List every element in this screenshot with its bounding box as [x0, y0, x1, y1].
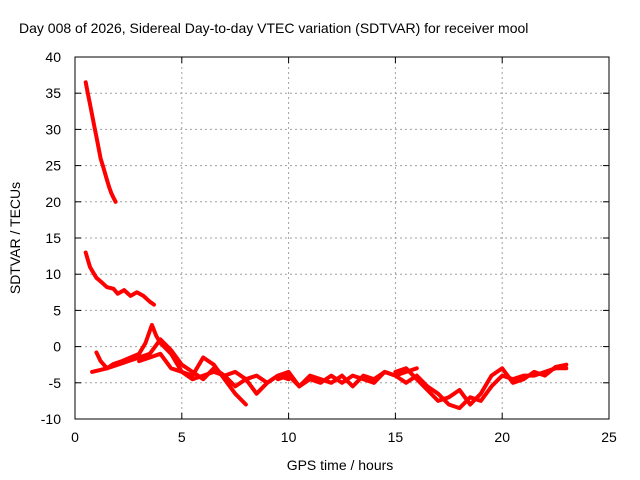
y-tick-label: 35: [45, 85, 61, 101]
y-tick-label: -5: [49, 375, 62, 391]
y-tick-label: 15: [45, 230, 61, 246]
series-arc-1: [83, 80, 118, 204]
x-tick-label: 10: [281, 429, 297, 445]
y-axis-label: SDTVAR / TECUs: [7, 182, 23, 294]
x-tick-labels: 0 5 10 15 20 25: [71, 429, 617, 445]
series-arc-6: [275, 366, 569, 411]
series-arc-5: [137, 351, 419, 396]
series-arc-3: [94, 322, 248, 407]
data-series: [83, 80, 569, 411]
series-arc-2: [83, 250, 156, 307]
tick-marks: [74, 56, 610, 420]
x-tick-label: 20: [494, 429, 510, 445]
chart-title: Day 008 of 2026, Sidereal Day-to-day VTE…: [19, 20, 528, 36]
y-tick-label: 30: [45, 121, 61, 137]
x-axis-label: GPS time / hours: [287, 457, 394, 473]
x-tick-label: 5: [178, 429, 186, 445]
y-tick-label: 0: [53, 339, 61, 355]
y-tick-label: -10: [41, 411, 61, 427]
y-tick-label: 40: [45, 49, 61, 65]
y-tick-label: 5: [53, 302, 61, 318]
y-tick-label: 10: [45, 266, 61, 282]
series-arc-4: [90, 337, 291, 385]
y-tick-label: 20: [45, 194, 61, 210]
y-tick-labels: -10 -5 0 5 10 15 20 25 30 35 40: [41, 49, 61, 427]
series-arc-7: [393, 362, 569, 407]
x-tick-label: 0: [71, 429, 79, 445]
x-tick-label: 15: [388, 429, 404, 445]
x-tick-label: 25: [601, 429, 617, 445]
y-tick-label: 25: [45, 158, 61, 174]
